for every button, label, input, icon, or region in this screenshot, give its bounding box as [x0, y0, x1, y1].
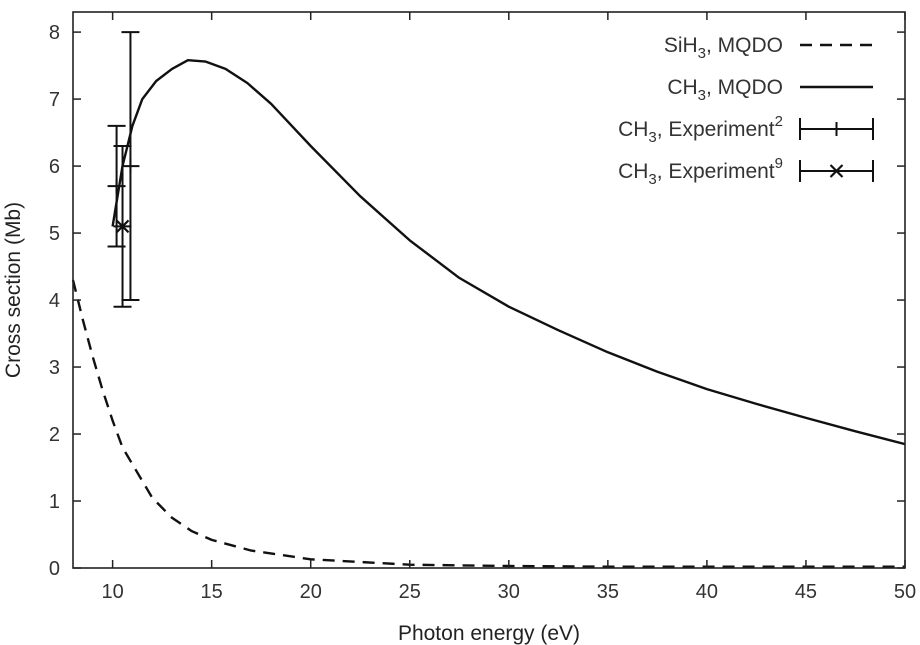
x-axis-label: Photon energy (eV): [398, 622, 580, 645]
series-ch3-mqdo: [111, 59, 906, 446]
legend-label-text: CH: [618, 118, 648, 141]
y-tick-label: 2: [49, 424, 60, 446]
y-tick-label: 6: [49, 156, 60, 178]
legend-label-subscript: 3: [698, 45, 706, 62]
legend-label-text: CH: [618, 160, 648, 183]
x-tick-label: 25: [399, 581, 421, 603]
legend-label-text: , Experiment: [657, 118, 775, 141]
y-tick-label: 3: [49, 357, 60, 379]
series-ch3-experiment9: [113, 144, 132, 308]
plot-frame: [72, 11, 906, 569]
y-tick-label: 7: [49, 89, 60, 111]
y-axis-label: Cross section (Mb): [2, 202, 25, 378]
marker-cross-b: [829, 164, 844, 178]
legend-label: CH3, Experiment2: [618, 113, 783, 146]
legend-item-ch3-experiment2: CH3, Experiment2: [618, 113, 874, 146]
x-tick-label: 50: [894, 581, 916, 603]
legend-label-text: CH: [667, 76, 697, 99]
x-tick-label: 20: [300, 581, 322, 603]
legend-label-subscript: 3: [648, 129, 656, 146]
x-tick-label: 40: [696, 581, 718, 603]
y-tick-label: 1: [49, 491, 60, 513]
legend-item-sih3-mqdo: SiH3, MQDO: [664, 34, 873, 62]
legend-label: SiH3, MQDO: [664, 34, 783, 62]
y-tick-label: 4: [49, 290, 60, 312]
legend-label: CH3, Experiment9: [618, 155, 783, 188]
y-tick-label: 0: [49, 558, 60, 580]
legend-label-superscript: 9: [775, 155, 783, 172]
error-point: [121, 31, 140, 302]
error-point: [113, 144, 132, 308]
legend-item-ch3-experiment9: CH3, Experiment9: [618, 155, 874, 188]
x-tick-label: 45: [795, 581, 817, 603]
marker-cross-b: [115, 219, 130, 234]
series-line: [71, 279, 905, 568]
x-tick-label: 10: [101, 581, 123, 603]
legend-label-subscript: 3: [698, 87, 706, 104]
x-tick-label: 15: [201, 581, 223, 603]
legend-item-ch3-mqdo: CH3, MQDO: [667, 76, 873, 104]
series-line: [111, 59, 906, 446]
legend-label-superscript: 2: [775, 113, 783, 130]
series-sih3-mqdo: [71, 279, 905, 568]
y-tick-label: 5: [49, 223, 60, 245]
legend-label: CH3, MQDO: [667, 76, 783, 104]
x-tick-label: 35: [597, 581, 619, 603]
x-tick-label: 30: [498, 581, 520, 603]
y-tick-label: 8: [49, 22, 60, 44]
legend-label-text: , MQDO: [706, 76, 783, 99]
legend-label-text: SiH: [664, 34, 698, 57]
legend-label-text: , MQDO: [706, 34, 783, 57]
legend-label-subscript: 3: [648, 171, 656, 188]
legend-label-text: , Experiment: [657, 160, 775, 183]
